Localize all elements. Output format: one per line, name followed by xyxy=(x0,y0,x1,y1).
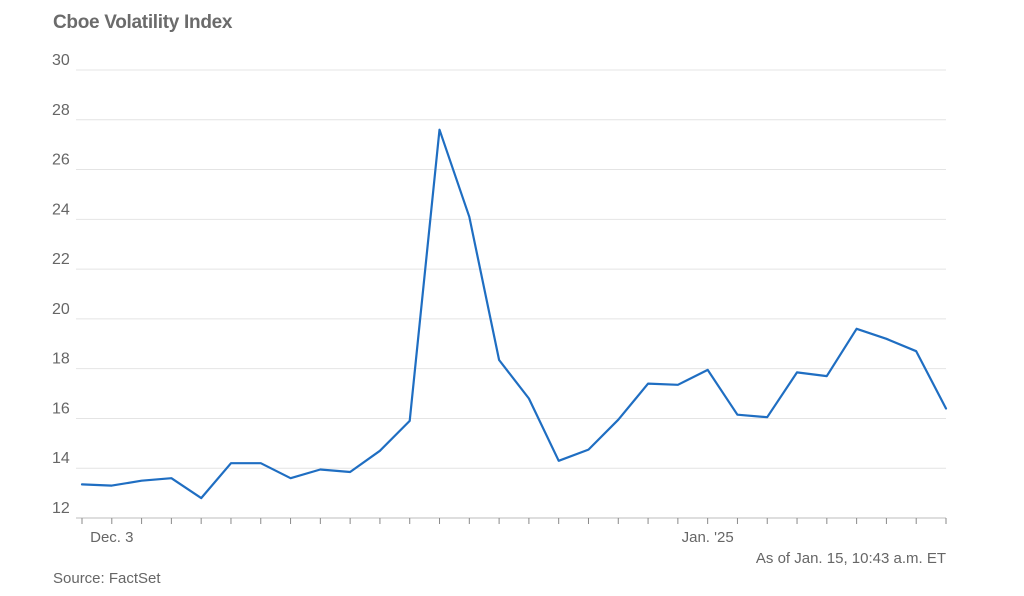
y-tick-label: 18 xyxy=(52,351,70,368)
y-tick-label: 28 xyxy=(52,102,70,119)
y-tick-label: 20 xyxy=(52,301,70,318)
x-tick-label: Dec. 3 xyxy=(90,529,133,546)
y-tick-label: 26 xyxy=(52,152,70,169)
series-line-vix xyxy=(80,128,948,500)
gridlines xyxy=(76,69,946,469)
source-note: Source: FactSet xyxy=(53,570,161,587)
x-axis-ticks xyxy=(81,518,947,524)
y-axis-labels: 12 14 16 18 20 22 24 26 28 30 xyxy=(52,52,70,517)
x-axis-labels: Dec. 3 Jan. '25 xyxy=(90,529,734,546)
y-tick-label: 22 xyxy=(52,251,70,268)
chart-title: Cboe Volatility Index xyxy=(53,12,233,33)
y-tick-label: 12 xyxy=(52,500,70,517)
as-of-note: As of Jan. 15, 10:43 a.m. ET xyxy=(755,550,946,567)
y-tick-label: 30 xyxy=(52,52,70,69)
y-tick-label: 14 xyxy=(52,450,70,467)
y-tick-label: 24 xyxy=(52,201,70,218)
x-tick-label: Jan. '25 xyxy=(682,529,734,546)
y-tick-label: 16 xyxy=(52,400,70,417)
